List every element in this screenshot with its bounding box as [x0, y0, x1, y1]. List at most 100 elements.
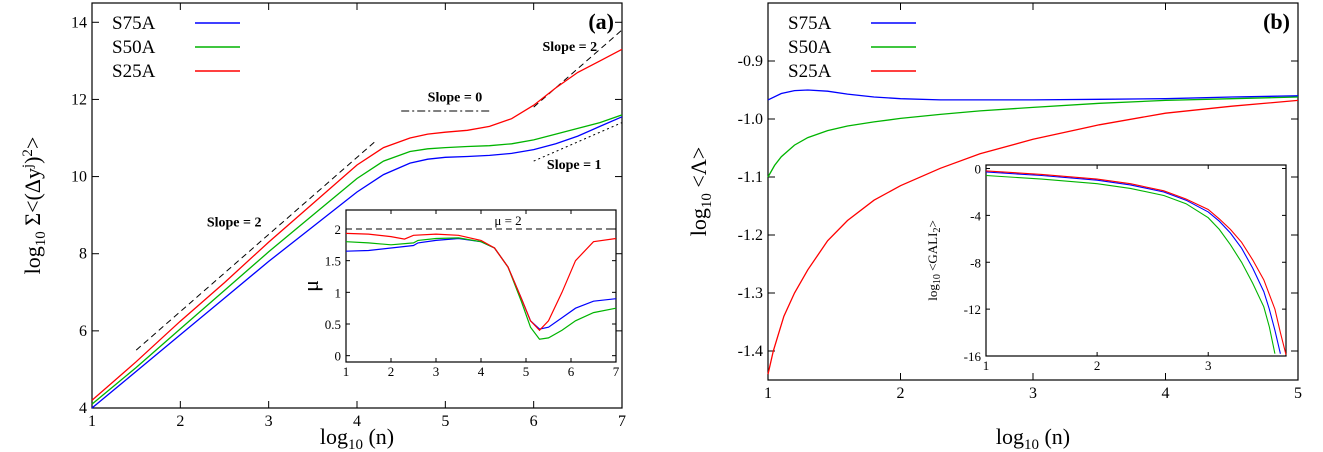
panel-b-ylabel-part: 10	[699, 193, 715, 208]
panel-a-xtick-label: 3	[265, 413, 273, 430]
panel-b-inset-ylabel: log10 <GALI2>	[925, 220, 943, 301]
panel-a-inset-background	[346, 210, 616, 362]
panel-b-inset-ytick-label: -16	[964, 349, 982, 364]
panel-b-ylabel-part: log	[686, 208, 711, 236]
panel-a-inset-annotation: μ = 2	[494, 213, 521, 228]
panel-b-inset-xtick-label: 1	[983, 358, 990, 373]
panel-a-inset-xtick-label: 1	[343, 364, 350, 379]
panel-a-xlabel-part: log	[320, 424, 348, 449]
panel-a-inset-ytick-label: 2	[335, 222, 342, 237]
panel-a-inset-ytick-label: 0	[335, 349, 342, 364]
panel-a-annotation: Slope = 1	[547, 158, 602, 173]
panel-a-reference-line	[533, 122, 623, 162]
panel-a-reference-line	[135, 141, 376, 351]
panel-a-inset-xtick-label: 2	[388, 364, 395, 379]
panel-b-ytick-label: -1.2	[738, 227, 763, 244]
panel-b-ytick-label: -1.3	[738, 285, 763, 302]
panel-b-inset-ylabel-part: >	[925, 220, 940, 227]
panel-b-series-s25a	[767, 99, 1299, 375]
panel-b-inset-ylabel-part: 10	[932, 274, 943, 284]
panel-b-series-s75a	[767, 89, 1299, 101]
panel-b-inset-xtick-label: 2	[1094, 358, 1101, 373]
panel-a-inset-xtick-label: 4	[478, 364, 485, 379]
panel-b-inset-ytick-label: 0	[975, 162, 982, 177]
panel-b-ylabel: log10 <Λ>	[686, 147, 715, 236]
panel-b-inset-ylabel-part: 2	[932, 228, 943, 233]
panel-a-inset-xtick-label: 6	[568, 364, 575, 379]
panel-a-inset-ytick-label: 0.5	[325, 317, 341, 332]
panel-b-legend-label: S75A	[788, 13, 832, 34]
panel-b-xtick-label: 2	[897, 385, 905, 402]
panel-b-xtick-label: 4	[1162, 385, 1170, 402]
panel-b-xtick-label: 3	[1029, 385, 1037, 402]
panel-a-xtick-label: 5	[441, 413, 449, 430]
panel-a-ytick-label: 4	[79, 400, 87, 417]
panel-a-ylabel-part: >	[20, 137, 45, 149]
panel-a-inset-xtick-label: 7	[613, 364, 620, 379]
panel-a-ytick-label: 10	[71, 169, 87, 186]
panel-a-annotation: Slope = 0	[428, 90, 483, 105]
panel-a-xlabel-part: 10	[348, 437, 363, 452]
panel-a-xlabel-part: (n)	[363, 424, 394, 449]
panel-b-xlabel-part: (n)	[1039, 424, 1070, 449]
panel-a-legend-label: S50A	[112, 37, 156, 58]
panel-b-ytick-label: -1.1	[738, 169, 763, 186]
panel-a-xtick-label: 6	[530, 413, 538, 430]
panel-a-legend-label: S25A	[112, 61, 156, 82]
panel-a-ylabel-part: Σ<(Δy	[20, 168, 45, 231]
panel-b-inset-xtick-label: 3	[1205, 358, 1212, 373]
panel-a-inset-ytick-label: 1.5	[325, 254, 341, 269]
panel-b-inset-ytick-label: -4	[970, 208, 981, 223]
panel-b-xlabel-part: log	[996, 424, 1024, 449]
panel-a-ylabel-part: 2	[20, 149, 36, 157]
panel-b-ylabel-part: <Λ>	[686, 147, 711, 193]
panel-a-ytick-label: 6	[79, 323, 87, 340]
panel-a-xtick-label: 4	[353, 413, 361, 430]
panel-a-ylabel-part: 10	[33, 231, 49, 246]
panel-b-inset-ytick-label: -8	[970, 255, 981, 270]
panel-b-ytick-label: -1.4	[738, 343, 763, 360]
panel-b-xlabel: log10 (n)	[996, 424, 1070, 452]
panel-a-xtick-label: 1	[88, 413, 96, 430]
panel-a-ylabel-part: )	[20, 157, 45, 164]
panel-a-legend-label: S75A	[112, 13, 156, 34]
panel-a-inset-xtick-label: 3	[433, 364, 440, 379]
panel-a-series-s75a	[91, 116, 623, 409]
panel-b-xlabel-part: 10	[1024, 437, 1039, 452]
panel-b-legend-label: S25A	[788, 61, 832, 82]
panel-b-inset-series-s50a	[985, 174, 1276, 354]
panel-b-inset-series-s25a	[985, 170, 1287, 355]
panel-b-ytick-label: -0.9	[738, 53, 763, 70]
panel-a-inset-ytick-label: 1	[335, 285, 342, 300]
panel-a-xtick-label: 7	[618, 413, 626, 430]
panel-a-inset-series-s25a	[345, 232, 617, 332]
panel-a-inset-ylabel: μ	[298, 280, 323, 292]
panel-a-ytick-label: 14	[71, 14, 87, 31]
panel-b-inset-ytick-label: -12	[964, 302, 981, 317]
panel-a-annotation: Slope = 2	[207, 216, 262, 231]
panel-a-xlabel: log10 (n)	[320, 424, 394, 452]
panel-b-series-s50a	[767, 96, 1299, 178]
panel-a-label: (a)	[588, 9, 614, 34]
panel-a-ylabel: log10 Σ<(Δyj)2>	[20, 137, 49, 275]
panel-a-ytick-label: 12	[71, 91, 87, 108]
panel-b-xtick-label: 5	[1294, 385, 1302, 402]
panel-a-ylabel-part: log	[20, 246, 45, 274]
panel-b-ytick-label: -1.0	[738, 111, 763, 128]
panel-b-inset-frame	[985, 164, 1287, 357]
panel-b-label: (b)	[1263, 9, 1290, 34]
panel-b-legend-label: S50A	[788, 37, 832, 58]
panel-b-inset-series-s75a	[985, 171, 1281, 354]
panel-b-inset-ylabel-part: <GALI	[925, 233, 940, 275]
panel-a-xtick-label: 2	[176, 413, 184, 430]
panel-b-inset-background	[986, 165, 1286, 356]
panel-a-inset-xtick-label: 5	[523, 364, 530, 379]
panel-a-series-s25a	[91, 48, 623, 401]
panel-b-xtick-label: 1	[764, 385, 772, 402]
panel-b-inset-ylabel-part: log	[925, 284, 940, 301]
panel-a-ytick-label: 8	[79, 246, 87, 263]
panel-a-annotation: Slope = 2	[543, 40, 598, 55]
panel-a-series-s50a	[91, 114, 623, 405]
panel-a-ylabel-part: j	[20, 164, 36, 169]
